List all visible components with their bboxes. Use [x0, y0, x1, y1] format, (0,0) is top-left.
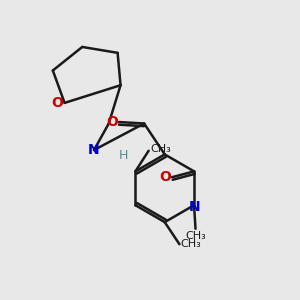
- Text: CH₃: CH₃: [185, 231, 206, 241]
- Text: O: O: [51, 96, 63, 110]
- Text: O: O: [107, 115, 118, 129]
- Text: CH₃: CH₃: [150, 144, 171, 154]
- Text: CH₃: CH₃: [181, 239, 202, 249]
- Text: H: H: [119, 149, 128, 162]
- Text: N: N: [88, 143, 100, 157]
- Text: N: N: [189, 200, 200, 214]
- Text: O: O: [160, 170, 171, 184]
